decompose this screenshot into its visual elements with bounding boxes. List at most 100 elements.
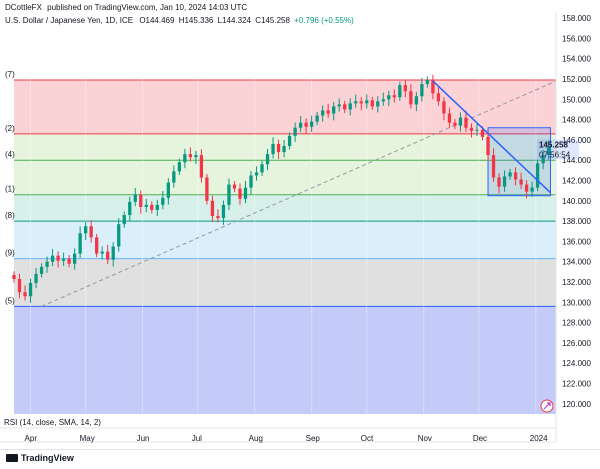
price-tick-label: 152.000 — [562, 75, 591, 84]
candle-body — [332, 106, 336, 114]
price-tick-label: 138.000 — [562, 217, 591, 226]
candle-body — [89, 226, 93, 238]
candle-body — [497, 177, 501, 187]
price-axis-bg — [556, 0, 600, 446]
time-tick-label: Aug — [249, 434, 263, 443]
candle-body — [166, 182, 170, 198]
candle-body — [293, 127, 297, 136]
price-tick-label: 150.000 — [562, 95, 591, 104]
candle-body — [155, 204, 159, 210]
candle-body — [348, 103, 352, 110]
fib-band — [14, 194, 556, 222]
fib-level-label: (2) — [5, 124, 15, 133]
candle-body — [365, 100, 369, 104]
price-tick-label: 124.000 — [562, 359, 591, 368]
candle-body — [298, 122, 303, 128]
candle-body — [271, 143, 275, 155]
candle-body — [61, 258, 66, 261]
candle-body — [343, 104, 347, 110]
published-text: published on TradingView.com, Jan 10, 20… — [47, 3, 247, 12]
candle-body — [183, 154, 187, 163]
price-tick-label: 128.000 — [562, 319, 591, 328]
time-tick-label: Apr — [25, 434, 38, 443]
open-value: O144.469 — [139, 16, 175, 25]
current-price: 145.258 — [539, 140, 568, 149]
fib-level-label: (5) — [5, 296, 15, 305]
candle-body — [17, 278, 22, 293]
dashed-trendline — [41, 80, 557, 307]
high-value: H145.336 — [179, 16, 214, 25]
symbol-name: U.S. Dollar / Japanese Yen, 1D, ICE — [5, 16, 133, 25]
candle-body — [431, 80, 435, 94]
candle-body — [436, 93, 441, 102]
time-tick-label: Jul — [192, 434, 202, 443]
candle-body — [442, 101, 446, 114]
candle-body — [188, 154, 193, 158]
candle-body — [546, 147, 551, 156]
descending-trendline — [432, 80, 552, 194]
price-tick-label: 142.000 — [562, 177, 591, 186]
price-tick-label: 144.000 — [562, 156, 591, 165]
candle-body — [23, 292, 27, 297]
time-tick-label: Oct — [361, 434, 374, 443]
tv-replay-icon[interactable] — [540, 399, 554, 413]
candle-body — [370, 100, 374, 107]
tradingview-logo[interactable]: TradingView — [6, 453, 74, 463]
footer-brand: TradingView — [21, 453, 74, 463]
fib-level-label: (4) — [5, 150, 15, 159]
price-tick-label: 134.000 — [562, 258, 591, 267]
candle-body — [139, 194, 143, 207]
candle-body — [133, 194, 137, 202]
price-tick-label: 154.000 — [562, 55, 591, 64]
candle-body — [265, 154, 270, 165]
time-tick-label: May — [80, 434, 95, 443]
price-tick-label: 126.000 — [562, 339, 591, 348]
time-tick-label: Nov — [418, 434, 432, 443]
footer-bar: TradingView — [0, 449, 600, 469]
price-tick-label: 120.000 — [562, 400, 591, 409]
rsi-indicator-label[interactable]: RSI (14, close, SMA, 14, 2) — [4, 418, 101, 427]
candle-body — [216, 216, 220, 219]
candle-body — [243, 187, 248, 199]
candle-body — [425, 80, 430, 85]
candle-body — [144, 204, 148, 207]
candle-body — [34, 273, 38, 284]
time-tick-label: Sep — [306, 434, 321, 443]
price-tick-label: 132.000 — [562, 278, 591, 287]
candle-body — [458, 117, 463, 126]
candle-body — [414, 96, 419, 105]
candle-body — [420, 84, 424, 97]
candle-body — [50, 255, 55, 262]
candle-body — [161, 197, 165, 205]
candle-body — [12, 274, 16, 279]
candle-body — [232, 184, 237, 189]
candle-body — [199, 155, 204, 178]
candle-body — [260, 164, 264, 173]
price-axis: 120.000 122.000 124.000 126.000 128.000 130.0… — [555, 0, 600, 446]
candle-body — [117, 224, 121, 247]
price-tick-label: 158.000 — [562, 14, 591, 23]
author-name: DCottleFX — [5, 3, 43, 12]
time-tick-label: 2024 — [530, 434, 548, 443]
candle-body — [453, 122, 457, 126]
fib-level-label: (9) — [5, 249, 15, 258]
candle-body — [78, 233, 82, 254]
author-line: DCottleFX published on TradingView.com, … — [5, 3, 247, 12]
candle-body — [464, 117, 468, 128]
time-tick-label: Dec — [473, 434, 487, 443]
candle-body — [194, 155, 198, 158]
candle-body — [480, 129, 485, 137]
candle-body — [502, 176, 507, 187]
candle-body — [56, 255, 60, 261]
candle-body — [177, 162, 182, 172]
fib-level-label: (7) — [5, 70, 15, 79]
candle-body — [530, 187, 534, 192]
candle-body — [381, 99, 385, 102]
fib-labels: (7) (2) (4) (1) (8) (9) (5) — [5, 70, 15, 305]
candle-body — [287, 135, 292, 146]
candle-body — [469, 127, 474, 131]
candle-body — [304, 122, 308, 127]
candle-body — [111, 246, 115, 260]
change-value: +0.796 (+0.55%) — [294, 16, 354, 25]
